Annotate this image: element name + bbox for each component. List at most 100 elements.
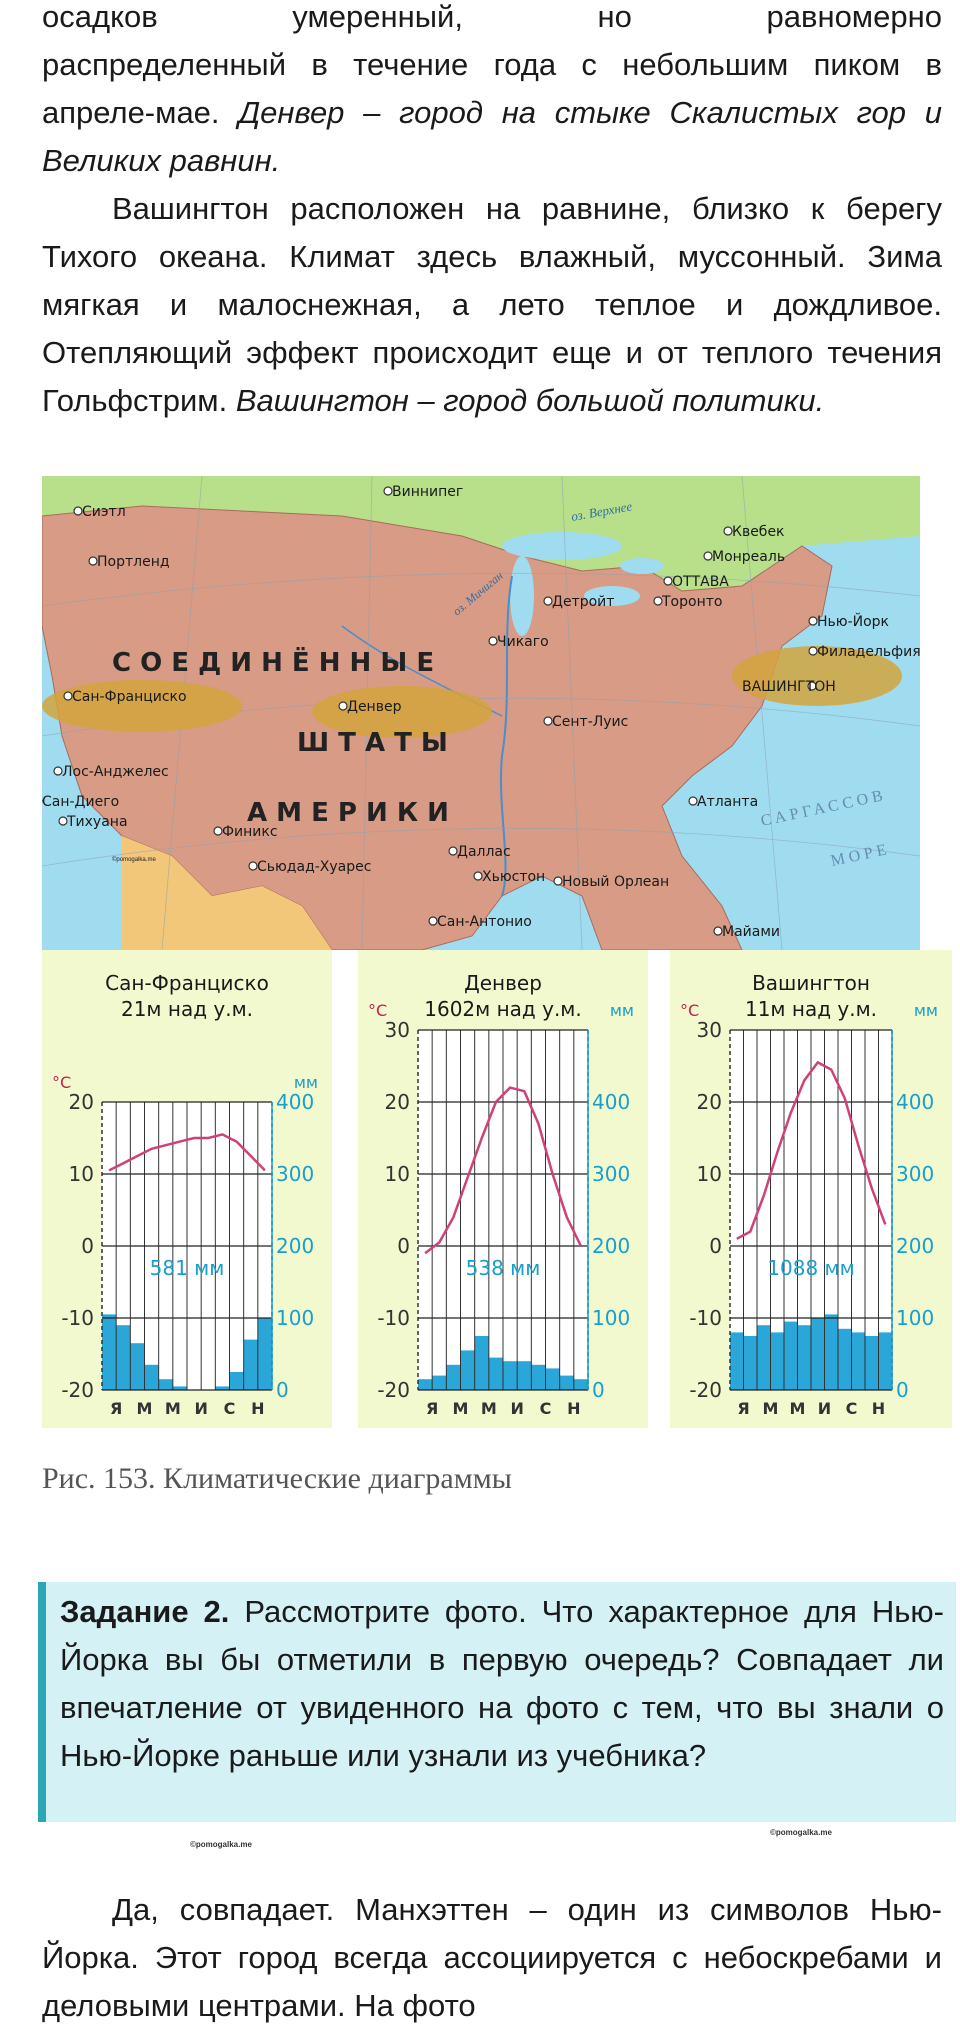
map-city: Чикаго xyxy=(488,634,549,650)
precip-bar xyxy=(172,1386,187,1390)
city-label: Даллас xyxy=(457,844,511,860)
precip-bar xyxy=(517,1361,532,1390)
watermark: ©pomogalka.me xyxy=(770,1828,832,1837)
tick-right: 400 xyxy=(896,1090,934,1114)
month-label: М xyxy=(165,1399,181,1418)
map-city: Детройт xyxy=(543,594,614,610)
city-marker xyxy=(688,796,698,806)
city-marker xyxy=(448,846,458,856)
month-label: М xyxy=(790,1399,806,1418)
city-marker xyxy=(338,701,348,711)
tick-left: 0 xyxy=(709,1234,722,1258)
precip-bar xyxy=(158,1379,173,1390)
month-label: С xyxy=(846,1399,858,1418)
italic-note: Денвер – город на стыке Скалистых гор и … xyxy=(42,95,942,178)
month-label: М xyxy=(453,1399,469,1418)
task-text: Рассмотрите фото. Что характерное для Нь… xyxy=(60,1594,944,1773)
tick-right: 0 xyxy=(276,1378,289,1402)
map-city: Виннипег xyxy=(383,484,463,500)
month-label: М xyxy=(137,1399,153,1418)
map-city: Финикс xyxy=(213,824,278,840)
tick-right: 300 xyxy=(592,1162,630,1186)
tick-left: 10 xyxy=(697,1162,722,1186)
country-label-1: С О Е Д И Н Ё Н Н Ы Е xyxy=(112,646,434,678)
word: умеренный, xyxy=(292,0,463,34)
map-city: Сент-Луис xyxy=(543,714,628,730)
city-label: Виннипег xyxy=(392,484,463,500)
precip-bar xyxy=(743,1336,757,1390)
tick-right: 100 xyxy=(896,1306,934,1330)
paragraph-1: распределенный в течение года с небольши… xyxy=(42,47,942,178)
figure-caption: Рис. 153. Климатические диаграммы xyxy=(42,1462,512,1495)
tick-left: -20 xyxy=(689,1378,722,1402)
tick-left: 20 xyxy=(69,1090,94,1114)
city-label: Атланта xyxy=(697,794,758,810)
tick-left: 0 xyxy=(397,1234,410,1258)
tick-right: 400 xyxy=(592,1090,630,1114)
city-label: Филадельфия xyxy=(817,644,920,660)
city-marker xyxy=(808,616,818,626)
unit-left: °C xyxy=(680,1001,699,1020)
month-label: Я xyxy=(110,1399,122,1418)
unit-right: мм xyxy=(914,1001,938,1020)
tick-right: 300 xyxy=(896,1162,934,1186)
city-label: Лос-Анджелес xyxy=(62,764,169,780)
temperature-line xyxy=(108,1133,266,1172)
chart-subtitle: 1602м над у.м. xyxy=(424,997,582,1021)
city-label: Сент-Луис xyxy=(552,714,628,730)
map-city: Сиэтл xyxy=(73,504,126,520)
precip-bar xyxy=(851,1332,865,1390)
precip-bar xyxy=(474,1336,489,1390)
chart-san-francisco: Сан-Франциско 21м над у.м. °C мм 20 10 0 -10 -20… xyxy=(42,950,332,1428)
map-city: Сан-Антонио xyxy=(428,914,532,930)
precip-bar xyxy=(770,1332,784,1390)
precip-bar xyxy=(503,1361,518,1390)
map-city: Атланта xyxy=(688,794,758,810)
total-precip-label: 538 мм xyxy=(466,1256,541,1280)
paragraph-2: Вашингтон расположен на равнине, близко … xyxy=(42,191,942,418)
chart-denver: Денвер 1602м над у.м. °C мм 30 20 10 0 -10 -20 400… xyxy=(358,950,648,1428)
tick-right: 100 xyxy=(276,1306,314,1330)
map-city: Тихуана xyxy=(58,814,128,830)
map-city: Сьюдад-Хуарес xyxy=(248,859,371,875)
precip-bar xyxy=(229,1372,244,1390)
tick-left: 20 xyxy=(697,1090,722,1114)
precip-bar xyxy=(102,1314,117,1390)
month-label: И xyxy=(194,1399,207,1418)
map-city: Сан-Франциско xyxy=(63,689,187,705)
map-city: Монреаль xyxy=(703,549,785,565)
city-marker xyxy=(808,646,818,656)
map-city: Сан-Диего xyxy=(42,794,119,810)
city-label: Денвер xyxy=(347,699,402,715)
chart-subtitle: 11м над у.м. xyxy=(745,997,877,1021)
unit-left: °C xyxy=(52,1073,71,1092)
country-label-3: А М Е Р И К И xyxy=(247,798,449,828)
city-label: Монреаль xyxy=(712,549,785,565)
city-marker xyxy=(653,596,663,606)
precip-bar xyxy=(257,1318,272,1390)
precip-bar xyxy=(838,1328,852,1390)
unit-right: мм xyxy=(294,1073,318,1092)
task-box: Задание 2. Рассмотрите фото. Что характе… xyxy=(38,1582,956,1822)
top-text: осадков умеренный, но равномерно распред… xyxy=(42,0,942,425)
tick-left: 20 xyxy=(385,1090,410,1114)
city-label: Майами xyxy=(722,924,780,940)
tick-right: 200 xyxy=(276,1234,314,1258)
tick-right: 0 xyxy=(896,1378,909,1402)
precip-bar xyxy=(545,1368,560,1390)
tick-right: 300 xyxy=(276,1162,314,1186)
city-marker xyxy=(723,526,733,536)
month-label: Я xyxy=(737,1399,749,1418)
precip-bar xyxy=(116,1325,131,1390)
unit-right: мм xyxy=(610,1001,634,1020)
tick-left: 0 xyxy=(81,1234,94,1258)
watermark: ©pomogalka.me xyxy=(190,1840,252,1849)
line-1: осадков умеренный, но равномерно xyxy=(42,0,942,41)
map-city: Нью-Йорк xyxy=(808,612,889,630)
city-marker xyxy=(488,636,498,646)
city-marker xyxy=(663,576,673,586)
city-marker xyxy=(703,551,713,561)
chart-title: Денвер xyxy=(464,971,542,995)
month-label: М xyxy=(481,1399,497,1418)
